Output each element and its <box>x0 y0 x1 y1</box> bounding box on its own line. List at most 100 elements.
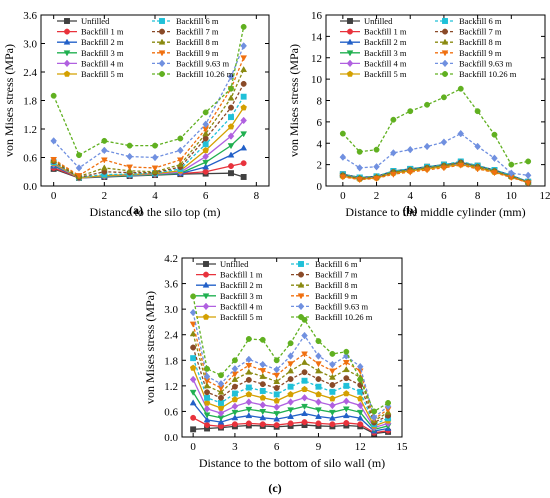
x-tick-label: 0 <box>190 441 196 453</box>
data-point <box>315 420 322 427</box>
data-point <box>240 23 247 30</box>
data-point <box>227 151 235 158</box>
data-point <box>50 156 58 164</box>
data-point <box>189 389 197 396</box>
legend-marker <box>203 271 209 278</box>
data-point <box>227 94 235 101</box>
legend-entry: Backfill 10.26 m <box>315 312 373 322</box>
data-point <box>231 409 239 416</box>
legend-marker <box>441 59 449 68</box>
x-tick-label: 6 <box>203 190 209 202</box>
legend-entry: Unfilled <box>364 16 393 26</box>
legend-marker <box>202 281 210 288</box>
data-point <box>245 398 253 406</box>
series-line <box>342 132 529 176</box>
data-point <box>245 390 253 398</box>
series-2 <box>189 399 392 434</box>
data-point <box>328 414 336 421</box>
data-point <box>328 373 336 380</box>
data-point <box>287 412 295 419</box>
data-point <box>491 170 498 177</box>
data-point <box>356 362 364 371</box>
data-point <box>301 331 308 340</box>
data-point <box>273 377 281 385</box>
data-point <box>50 137 57 145</box>
data-point <box>228 170 234 177</box>
legend-entry: Backfill 10.26 m <box>176 69 234 79</box>
data-point <box>218 394 224 401</box>
data-point <box>343 390 350 397</box>
y-tick-label: 1.2 <box>23 124 37 136</box>
data-point <box>342 366 350 373</box>
legend-entry: Unfilled <box>81 16 110 26</box>
data-point <box>315 390 322 398</box>
data-point <box>245 368 253 375</box>
data-point <box>339 153 347 161</box>
data-point <box>189 364 197 371</box>
data-point <box>491 154 498 162</box>
data-point <box>273 372 281 379</box>
data-point <box>203 405 211 413</box>
data-point <box>231 402 239 411</box>
y-tick-label: 2.4 <box>23 67 37 79</box>
data-point <box>474 166 482 173</box>
data-point <box>217 409 225 417</box>
data-point <box>315 338 322 345</box>
legend-marker <box>442 71 448 77</box>
data-point <box>126 164 134 171</box>
data-point <box>474 142 481 151</box>
data-point <box>202 120 209 129</box>
data-point <box>357 388 364 395</box>
data-point <box>373 146 380 153</box>
data-point <box>343 375 350 382</box>
data-point <box>457 129 465 138</box>
data-point <box>190 355 197 362</box>
legend-entry: Backfill 9.63 m <box>315 301 369 311</box>
data-point <box>231 414 239 421</box>
data-point <box>259 372 267 379</box>
data-point <box>301 409 308 416</box>
data-point <box>301 394 308 402</box>
data-point <box>301 385 308 393</box>
y-tick-label: 12 <box>311 53 322 65</box>
data-point <box>315 412 322 419</box>
legend-marker <box>441 38 449 45</box>
y-tick-label: 0 <box>317 181 323 193</box>
data-point <box>240 144 248 151</box>
legend-marker <box>347 28 353 35</box>
data-point <box>273 385 280 391</box>
data-point <box>202 152 209 161</box>
data-point <box>457 85 464 92</box>
x-axis-label: Distance to the middle cylinder (mm) <box>345 205 525 219</box>
data-point <box>240 42 247 50</box>
data-point <box>329 388 336 395</box>
data-point <box>177 146 184 155</box>
series-11 <box>339 85 532 168</box>
data-point <box>259 336 266 343</box>
data-point <box>176 161 184 168</box>
legend-entry: Backfill 8 m <box>176 37 219 47</box>
data-point <box>356 409 364 416</box>
y-tick-label: 1.8 <box>164 355 178 367</box>
legend-marker <box>297 293 305 300</box>
data-point <box>245 355 253 364</box>
data-point <box>75 173 83 180</box>
data-point <box>356 148 363 155</box>
data-point <box>357 421 364 428</box>
data-point <box>190 344 197 351</box>
data-point <box>343 419 350 426</box>
legend-marker <box>298 314 304 320</box>
data-point <box>177 135 184 142</box>
data-point <box>245 362 253 370</box>
legend-entry: Backfill 3 m <box>81 48 124 58</box>
data-point <box>315 407 322 414</box>
data-point <box>287 340 294 347</box>
data-point <box>373 163 380 171</box>
data-point <box>151 165 159 172</box>
data-point <box>342 406 350 413</box>
data-point <box>203 416 211 423</box>
data-point <box>328 368 336 375</box>
data-point <box>228 85 234 92</box>
